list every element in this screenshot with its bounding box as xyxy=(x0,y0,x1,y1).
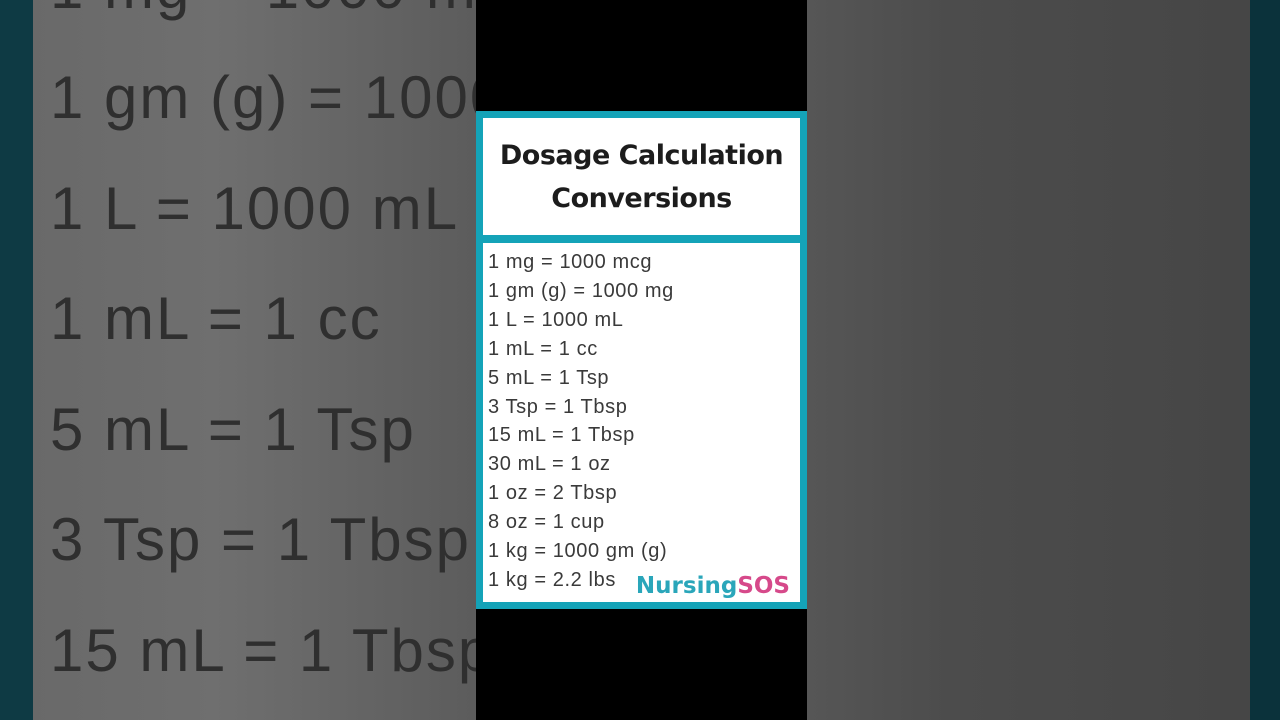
background-right-panel xyxy=(807,0,1280,720)
background-line: 1 gm (g) = 1000 mg xyxy=(50,64,476,131)
nursing-sos-logo: NursingSOS xyxy=(636,573,790,599)
conversion-list: 1 mg = 1000 mcg 1 gm (g) = 1000 mg 1 L =… xyxy=(483,243,800,602)
background-line: 5 mL = 1 Tsp xyxy=(50,396,416,463)
conversion-row: 1 gm (g) = 1000 mg xyxy=(488,279,674,302)
letterbox-bottom xyxy=(476,609,807,720)
brand-nursing-text: Nursing xyxy=(635,573,738,599)
conversion-row: 1 kg = 1000 gm (g) xyxy=(488,540,668,563)
conversion-row: 1 mL = 1 cc xyxy=(488,337,598,360)
conversion-row: 30 mL = 1 oz xyxy=(488,453,611,476)
background-line: 1 L = 1000 mL xyxy=(50,175,460,242)
card-title-line2: Conversions xyxy=(551,182,732,214)
conversion-row: 1 mg = 1000 mcg xyxy=(488,251,653,273)
brand-sos-text: SOS xyxy=(737,573,790,599)
conversion-row: 1 L = 1000 mL xyxy=(488,308,624,331)
background-left-panel: 1 mg = 1000 mcg 1 gm (g) = 1000 mg 1 L =… xyxy=(0,0,476,720)
conversion-row: 3 Tsp = 1 Tbsp xyxy=(488,395,628,418)
conversion-row: 15 mL = 1 Tbsp xyxy=(488,424,635,447)
conversion-row: 1 kg = 2.2 lbs xyxy=(488,568,616,591)
conversion-row: 8 oz = 1 cup xyxy=(488,511,605,534)
title-box: Dosage Calculation Conversions xyxy=(483,118,800,235)
card-title-line1: Dosage Calculation xyxy=(499,139,784,171)
background-line: 15 mL = 1 Tbsp xyxy=(50,617,476,684)
background-line: 1 mg = 1000 mcg xyxy=(50,0,476,18)
letterbox-top xyxy=(476,0,807,111)
conversion-row: 5 mL = 1 Tsp xyxy=(488,366,610,389)
conversion-row: 1 oz = 2 Tbsp xyxy=(488,482,618,505)
background-left-teal-strip xyxy=(0,0,33,720)
card-divider xyxy=(483,235,800,243)
background-line: 3 Tsp = 1 Tbsp xyxy=(50,506,472,573)
center-column: Dosage Calculation Conversions 1 mg = 10… xyxy=(476,0,807,720)
background-line: 1 mL = 1 cc xyxy=(50,285,382,352)
background-right-teal-strip xyxy=(1250,0,1280,720)
conversion-card: Dosage Calculation Conversions 1 mg = 10… xyxy=(476,111,807,609)
